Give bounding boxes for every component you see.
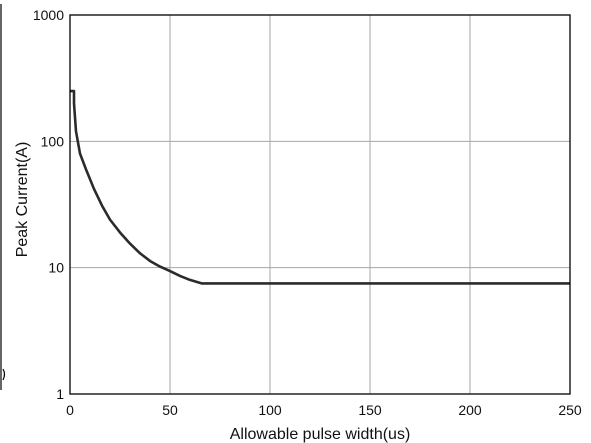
x-tick-label: 200 xyxy=(458,402,482,418)
x-axis-title: Allowable pulse width(us) xyxy=(230,426,411,443)
grid-layer xyxy=(70,15,570,394)
y-tick-label: 1000 xyxy=(33,7,64,23)
x-tick-label: 150 xyxy=(358,402,382,418)
left-edge-curve xyxy=(2,368,6,381)
x-tick-label: 100 xyxy=(258,402,282,418)
series-layer xyxy=(70,89,570,285)
left-edge-marks xyxy=(0,4,6,390)
x-tick-label: 250 xyxy=(558,402,582,418)
series-line xyxy=(70,89,570,285)
y-tick-label: 1 xyxy=(56,386,64,402)
y-tick-labels: 1 10 100 1000 xyxy=(33,7,64,402)
y-tick-label: 10 xyxy=(48,260,64,276)
x-tick-labels: 0 50 100 150 200 250 xyxy=(66,402,582,418)
y-axis-title: Peak Current(A) xyxy=(14,142,31,258)
y-tick-label: 100 xyxy=(41,133,65,149)
plot-frame xyxy=(69,14,571,395)
x-tick-label: 50 xyxy=(162,402,178,418)
x-tick-label: 0 xyxy=(66,402,74,418)
